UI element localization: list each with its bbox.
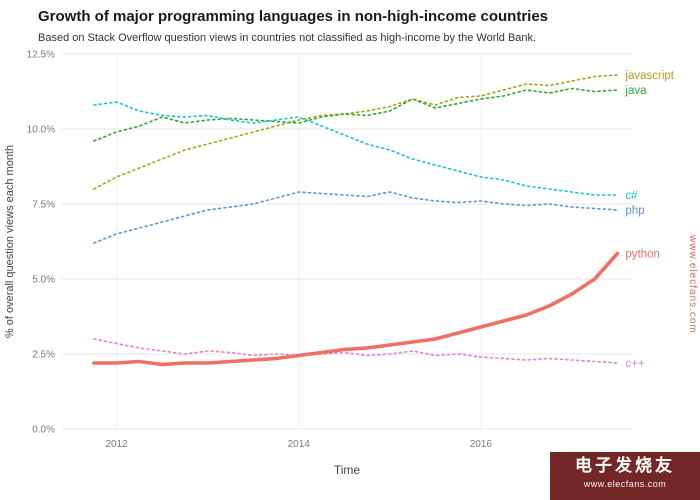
y-tick-label: 2.5%: [32, 349, 55, 360]
series-label-python: python: [625, 248, 660, 260]
y-axis-label: % of overall question views each month: [4, 145, 16, 338]
series-label-c++: c++: [625, 358, 644, 370]
series-line-c++: [93, 337, 619, 364]
series-label-c#: c#: [625, 190, 638, 202]
chart-subtitle: Based on Stack Overflow question views i…: [38, 31, 537, 44]
series-label-javascript: javascript: [624, 70, 674, 82]
page-title: Growth of major programming languages in…: [38, 8, 549, 25]
y-tick-label: 7.5%: [32, 199, 55, 210]
y-tick-label: 12.5%: [27, 49, 55, 60]
x-tick-label: 2016: [470, 439, 493, 450]
chart-canvas: 0.0% 2.5% 5.0% 7.5% 10.0% 12.5% 2012 2014 2016 Ti…: [4, 49, 675, 477]
series-line-c#: [93, 100, 619, 196]
watermark-side: www.elecfans.com: [687, 235, 698, 334]
watermark-title: 电子发烧友: [575, 456, 675, 475]
watermark-block: 电子发烧友 www.elecfans.com: [550, 452, 700, 500]
series-line-php: [93, 190, 619, 244]
series-line-java: [93, 87, 619, 142]
x-tick-label: 2012: [106, 439, 129, 450]
watermark-url: www.elecfans.com: [583, 478, 667, 489]
series-label-php: php: [625, 205, 644, 217]
chart-header: Growth of major programming languages in…: [0, 0, 700, 44]
x-axis-label: Time: [334, 463, 361, 477]
y-tick-label: 10.0%: [27, 124, 55, 135]
series-line-python: [92, 251, 620, 367]
y-tick-label: 5.0%: [32, 274, 55, 285]
y-tick-label: 0.0%: [32, 424, 55, 435]
x-tick-label: 2014: [288, 439, 311, 450]
series-label-java: java: [624, 85, 647, 97]
series-line-javascript: [93, 73, 619, 190]
